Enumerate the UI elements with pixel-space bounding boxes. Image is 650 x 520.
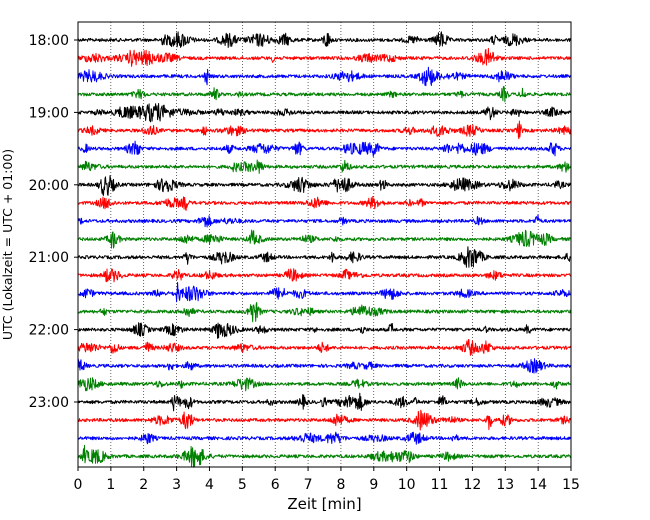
trace-1900	[77, 103, 572, 123]
trace-1915	[77, 120, 572, 140]
trace-2300	[77, 392, 572, 412]
y-axis-ticks: 18:00 19:00 20:00 21:00 22:00 23:00	[29, 33, 78, 411]
x-tick-label: 12	[463, 477, 481, 493]
x-tick-label: 11	[431, 477, 449, 493]
trace-1930	[77, 140, 572, 157]
x-tick-label: 4	[205, 477, 214, 493]
trace-2045	[77, 229, 572, 249]
trace-2245	[77, 377, 572, 392]
x-tick-label: 14	[529, 477, 547, 493]
x-tick-label: 8	[336, 477, 345, 493]
y-tick-label: 22:00	[29, 323, 69, 339]
trace-2130	[77, 281, 572, 303]
seismogram-traces	[77, 31, 572, 468]
plot-frame	[77, 21, 572, 468]
trace-1800	[77, 31, 572, 48]
x-tick-label: 2	[139, 477, 148, 493]
trace-1815	[77, 47, 572, 67]
x-tick-label: 1	[106, 477, 115, 493]
x-tick-label: 7	[304, 477, 313, 493]
trace-2115	[77, 268, 572, 283]
trace-2000	[77, 175, 572, 196]
x-tick-label: 10	[398, 477, 416, 493]
x-tick-label: 13	[496, 477, 514, 493]
y-axis-label: UTC (Lokalzeit = UTC + 01:00)	[0, 149, 15, 340]
x-axis-ticks: 0 1 2 3 4 5 6 7 8 9 10 11 12 13 14 15	[74, 467, 580, 493]
trace-2330	[77, 431, 572, 445]
trace-1830	[77, 66, 572, 87]
x-tick-label: 3	[172, 477, 181, 493]
x-tick-label: 9	[369, 477, 378, 493]
x-tick-label: 0	[74, 477, 83, 493]
x-tick-label: 5	[238, 477, 247, 493]
x-tick-label: 15	[562, 477, 580, 493]
trace-1845	[77, 85, 572, 103]
trace-2100	[77, 246, 572, 268]
x-tick-label: 6	[271, 477, 280, 493]
y-tick-label: 23:00	[29, 395, 69, 411]
y-tick-label: 20:00	[29, 178, 69, 194]
trace-2230	[77, 358, 572, 374]
y-tick-label: 19:00	[29, 105, 69, 121]
y-tick-label: 18:00	[29, 33, 69, 49]
trace-2345	[77, 444, 572, 468]
trace-2215	[77, 339, 572, 356]
trace-1945	[77, 159, 572, 174]
trace-2145	[77, 302, 572, 323]
y-tick-label: 21:00	[29, 250, 69, 266]
trace-2015	[77, 196, 572, 211]
x-axis-label: Zeit [min]	[287, 495, 361, 513]
trace-2315	[77, 409, 572, 431]
trace-2200	[77, 322, 571, 339]
trace-2030	[77, 214, 572, 228]
